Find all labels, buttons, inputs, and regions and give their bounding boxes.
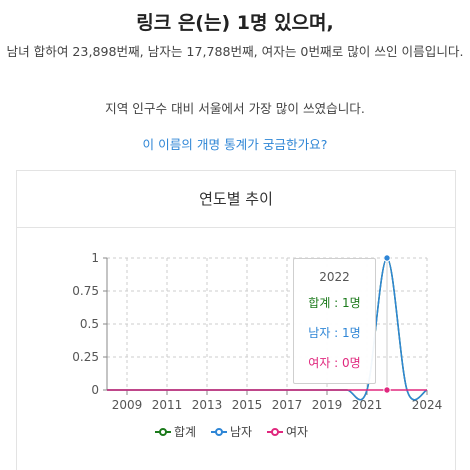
tooltip-male: 남자 : 1명 bbox=[308, 326, 361, 340]
series-line-male bbox=[107, 257, 428, 401]
yearly-trend-chart: 0 0.25 0.5 0.75 1 2009 2011 2013 2015 2017 2019 202… bbox=[72, 251, 443, 412]
yearly-trend-card: 연도별 추이 bbox=[16, 170, 456, 470]
y-tick-label: 0 bbox=[91, 383, 99, 397]
legend-male-icon bbox=[211, 428, 227, 436]
rank-description: 남녀 합하여 23,898번째, 남자는 17,788번째, 여자는 0번째로 … bbox=[6, 44, 464, 59]
tooltip-year: 2022 bbox=[319, 270, 350, 284]
chart-series bbox=[107, 254, 428, 401]
page-title: 링크 은(는) 1명 있으며, bbox=[136, 12, 334, 34]
region-description: 지역 인구수 대비 서울에서 가장 많이 쓰였습니다. bbox=[105, 101, 365, 116]
x-tick-label: 2021 bbox=[352, 398, 383, 412]
legend-total-label: 합계 bbox=[174, 425, 197, 439]
series-line-total bbox=[107, 257, 428, 401]
legend-male-label: 남자 bbox=[230, 425, 253, 439]
chart-grid bbox=[107, 257, 428, 390]
rename-stats-link[interactable]: 이 이름의 개명 통계가 궁금한가요? bbox=[142, 137, 328, 152]
legend-total-icon bbox=[155, 428, 171, 436]
y-tick-label: 0.75 bbox=[72, 284, 99, 298]
y-tick-label: 0.25 bbox=[72, 350, 99, 364]
chart-tooltip: 2022 합계 : 1명 남자 : 1명 여자 : 0명 bbox=[293, 258, 376, 384]
card-title: 연도별 추이 bbox=[17, 171, 455, 228]
legend-female-label: 여자 bbox=[286, 425, 309, 439]
x-tick-label: 2011 bbox=[152, 398, 183, 412]
x-tick-label: 2017 bbox=[272, 398, 303, 412]
x-tick-label: 2009 bbox=[112, 398, 143, 412]
point-female-highlight bbox=[383, 386, 391, 394]
x-tick-label: 2015 bbox=[232, 398, 263, 412]
legend-female-icon bbox=[267, 428, 283, 436]
x-tick-label: 2024 bbox=[412, 398, 443, 412]
tooltip-total: 합계 : 1명 bbox=[308, 296, 361, 310]
y-tick-label: 1 bbox=[91, 251, 99, 265]
y-tick-label: 0.5 bbox=[80, 317, 99, 331]
chart-legend: 합계 남자 여자 bbox=[0, 424, 470, 440]
x-tick-label: 2013 bbox=[192, 398, 223, 412]
tooltip-female: 여자 : 0명 bbox=[308, 356, 361, 370]
point-male-highlight bbox=[383, 254, 391, 262]
x-tick-label: 2019 bbox=[312, 398, 343, 412]
